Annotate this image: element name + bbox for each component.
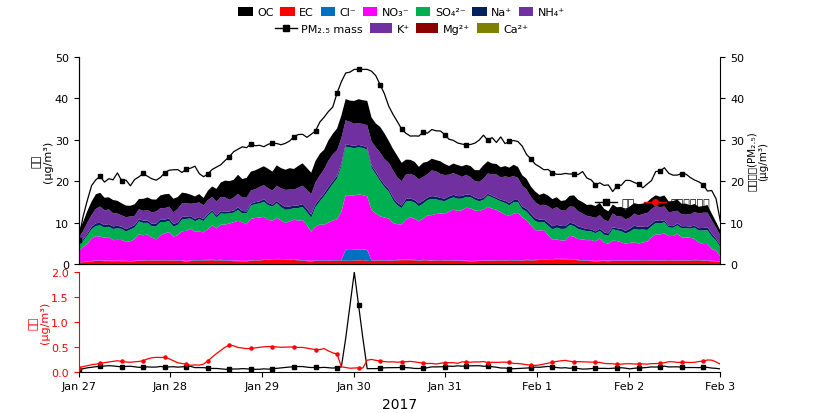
레보글루코산 bbox=[289, 345, 299, 350]
칼뉅 bbox=[715, 367, 724, 372]
칼뉅 bbox=[607, 366, 617, 371]
레보글루코산 bbox=[74, 366, 84, 370]
칼뉅 bbox=[349, 270, 359, 275]
Legend: PM₂.₅ mass, K⁺, Mg²⁺, Ca²⁺: PM₂.₅ mass, K⁺, Mg²⁺, Ca²⁺ bbox=[270, 20, 532, 39]
X-axis label: 2017: 2017 bbox=[381, 397, 417, 411]
레보글루코산 bbox=[525, 363, 535, 368]
레보글루코산 bbox=[332, 352, 342, 357]
레보글루코산 bbox=[345, 366, 355, 371]
레보글루코산 bbox=[443, 361, 453, 366]
Y-axis label: 미세먼지(PM₂.₅)
(μg/m³): 미세먼지(PM₂.₅) (μg/m³) bbox=[746, 131, 767, 191]
칼뉅 bbox=[414, 366, 423, 371]
Line: 칼뉅: 칼뉅 bbox=[77, 271, 721, 371]
칼뉅 bbox=[521, 366, 531, 371]
칼뉅 bbox=[327, 366, 337, 370]
Y-axis label: 농도
(μg/m³): 농도 (μg/m³) bbox=[28, 301, 50, 343]
Y-axis label: 농도
(μg/m³): 농도 (μg/m³) bbox=[31, 140, 54, 182]
Line: 레보글루코산: 레보글루코산 bbox=[77, 344, 721, 370]
레보글루코산 bbox=[224, 343, 234, 348]
레보글루코산 bbox=[418, 361, 428, 366]
칼뉅 bbox=[74, 368, 84, 373]
Legend: 칼뉅, 레보글루코산: 칼뉅, 레보글루코산 bbox=[590, 194, 714, 213]
레보글루코산 bbox=[715, 362, 724, 367]
Legend: OC, EC, Cl⁻, NO₃⁻, SO₄²⁻, Na⁺, NH₄⁺: OC, EC, Cl⁻, NO₃⁻, SO₄²⁻, Na⁺, NH₄⁺ bbox=[233, 3, 569, 23]
칼뉅 bbox=[284, 365, 294, 370]
칼뉅 bbox=[439, 364, 449, 369]
레보글루코산 bbox=[611, 362, 621, 367]
